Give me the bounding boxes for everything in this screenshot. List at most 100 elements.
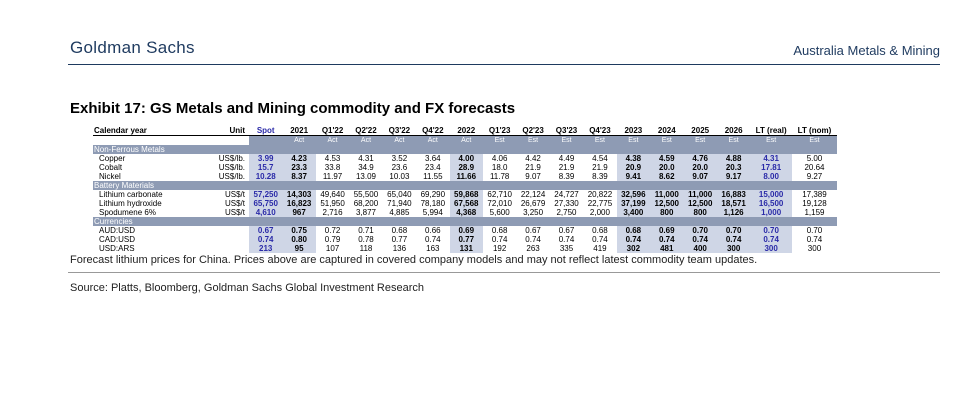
section-fill [482,145,517,154]
row-unit [205,226,249,235]
table-cell: 16,883 [716,190,751,199]
column-subheader: Act [449,135,483,145]
table-cell: 4,885 [389,208,410,217]
table-cell: 2,000 [589,208,610,217]
section-fill [349,217,383,226]
table-cell: 20.64 [804,163,825,172]
table-cell: 3,877 [355,208,376,217]
section-fill [349,181,383,190]
row-unit: US$/t [224,208,245,217]
table-cell: 27,330 [554,199,579,208]
table-cell: 4.49 [558,154,575,163]
table-cell: 51,950 [320,199,345,208]
table-cell: 1,159 [804,208,825,217]
column-subheader: Act [315,135,350,145]
table-cell: 57,250 [249,190,283,199]
table-cell: 4.23 [282,154,316,163]
brand-logo: Goldman Sachs [70,38,195,57]
table-cell: 0.75 [282,226,316,235]
table-cell: 20.0 [683,163,717,172]
row-unit: US$/t [224,199,245,208]
section-fill [650,217,684,226]
table-cell: 20.0 [650,163,684,172]
section-fill [650,181,684,190]
table-cell: 9.07 [683,172,717,181]
section-fill [549,217,584,226]
section-fill [416,217,450,226]
table-cell: 0.70 [750,226,792,235]
table-cell: 10.03 [389,172,410,181]
table-cell: 8.62 [650,172,684,181]
section-fill [683,145,717,154]
section-label: Currencies [93,217,205,226]
table-cell: 0.74 [425,235,441,244]
table-cell: 16,500 [750,199,792,208]
table-cell: 4.59 [650,154,684,163]
section-fill [349,145,383,154]
table-cell: 13.09 [355,172,376,181]
section-fill [516,181,550,190]
table-cell: 8.39 [558,172,575,181]
section-fill [205,145,249,154]
table-cell: 0.78 [358,235,374,244]
column-subheader: Est [716,135,751,145]
column-header: Q2'23 [516,126,550,136]
section-fill [683,181,717,190]
table-cell: 22,775 [587,199,613,208]
table-cell: 8.00 [750,172,792,181]
section-fill [382,217,417,226]
table-cell: 9.07 [525,172,541,181]
table-cell: 20,822 [587,190,613,199]
section-fill [516,145,550,154]
column-subheader [93,136,205,146]
table-cell: 49,640 [320,190,345,199]
table-cell: 163 [426,244,440,253]
column-header: Unit [205,126,249,136]
column-header: Q4'23 [583,126,617,136]
table-cell: 3.64 [425,154,441,163]
table-cell: 3,250 [523,208,544,217]
table-cell: 0.68 [491,226,508,235]
header-divider [68,64,940,65]
section-fill [282,217,316,226]
table-cell: 68,200 [353,199,379,208]
table-cell: 5,994 [422,208,443,217]
section-fill [683,217,717,226]
section-fill [791,181,837,190]
table-cell: 71,940 [387,199,412,208]
table-cell: 4.38 [616,154,651,163]
table-cell: 0.72 [324,226,341,235]
table-cell: 800 [683,208,717,217]
table-cell: 0.71 [358,226,374,235]
table-cell: 0.70 [806,226,823,235]
table-cell: 0.68 [616,226,651,235]
column-subheader: Act [282,135,316,145]
table-cell: 23.4 [425,163,441,172]
row-unit [205,244,249,253]
table-cell: 14,303 [282,190,316,199]
row-unit: US$/t [224,190,245,199]
section-fill [583,145,617,154]
section-fill [315,217,350,226]
table-cell: 0.70 [716,226,751,235]
table-cell: 15,000 [750,190,792,199]
table-cell: 4.42 [525,154,541,163]
table-cell: 4.00 [449,154,483,163]
table-cell: 12,500 [683,199,717,208]
table-cell: 2,716 [322,208,343,217]
column-subheader: Act [416,135,450,145]
table-cell: 0.69 [449,226,483,235]
table-cell: 11.78 [489,172,510,181]
row-label: Spodumene 6% [99,208,156,217]
column-header: 2022 [449,126,483,136]
table-cell: 65,040 [387,190,412,199]
table-row: USD:ARS 213 95 107 118 136 163 131 192 263 335 419 3… [93,244,837,253]
column-header: Q1'23 [482,126,517,136]
table-cell: 0.67 [249,226,283,235]
table-cell: 11.55 [423,172,443,181]
table-cell: 11.97 [322,172,343,181]
table-cell: 23.3 [282,163,316,172]
section-fill [315,181,350,190]
table-cell: 192 [492,244,507,253]
table-cell: 481 [650,244,684,253]
